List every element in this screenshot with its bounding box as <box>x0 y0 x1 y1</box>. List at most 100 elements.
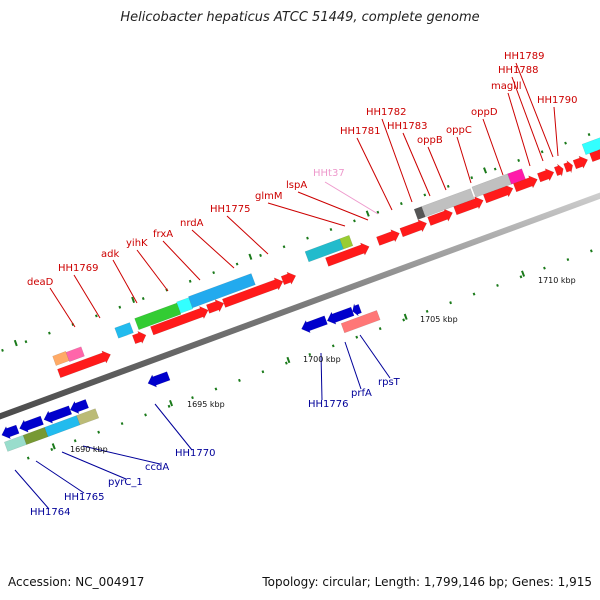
feature-khaki <box>76 408 100 426</box>
tick-mark <box>402 318 406 322</box>
leader-line <box>320 352 323 401</box>
gene-arrow-prfA <box>326 306 355 325</box>
gene-label-HH1782: HH1782 <box>366 107 407 118</box>
gene-arrow-HH1775 <box>280 271 297 286</box>
feature-blue-light <box>188 273 256 309</box>
gene-label-glmM: glmM <box>255 191 283 202</box>
gene-label-maglll: maglll <box>491 81 522 92</box>
tick-mark <box>73 439 77 443</box>
gene-label-oppC: oppC <box>446 125 472 136</box>
gene-label-HH1770: HH1770 <box>175 448 216 459</box>
tick-mark <box>48 331 51 335</box>
leader-line <box>162 240 201 281</box>
feature-cyan-b <box>176 297 194 314</box>
gene-label-lspA: lspA <box>286 180 307 191</box>
gene-arrow-nrdA-b <box>221 277 284 308</box>
tick-mark <box>214 387 218 391</box>
tick-mark <box>120 422 124 426</box>
leader-line <box>507 92 531 167</box>
tick-mark <box>470 176 474 180</box>
tick-mark <box>169 399 174 407</box>
tick-mark <box>540 150 544 154</box>
tick-mark <box>564 141 567 145</box>
tick-mark <box>131 296 136 304</box>
tick-mark <box>493 167 497 171</box>
tick-mark <box>286 356 291 364</box>
leader-line <box>553 106 559 157</box>
leader-line <box>226 215 269 255</box>
leader-line <box>381 118 413 203</box>
gene-label-frxA: frxA <box>153 229 173 240</box>
feature-salmon <box>340 310 381 334</box>
tick-mark <box>50 447 54 451</box>
tick-mark <box>261 370 265 374</box>
genome-summary: Topology: circular; Length: 1,799,146 bp… <box>262 575 592 589</box>
tick-mark <box>306 236 309 240</box>
tick-mark <box>238 378 241 382</box>
tick-mark <box>353 219 356 223</box>
feature-cyan-a <box>114 322 134 339</box>
gene-arrow-HH1764 <box>1 424 20 440</box>
gene-arrow-HH1789 <box>572 155 589 170</box>
tick-mark <box>472 292 476 296</box>
gene-label-HH1776: HH1776 <box>308 399 349 410</box>
gene-arrow-HH1781 <box>399 219 428 238</box>
gene-arrow-pyrC_1 <box>43 405 73 424</box>
tick-mark <box>1 348 4 352</box>
leader-line <box>402 132 431 197</box>
tick-mark <box>248 253 253 260</box>
tick-mark <box>191 396 194 400</box>
reverse-gene-labels: HH1764 HH1765 pyrC_1 ccdA HH1770 HH1776 … <box>30 377 401 518</box>
gene-arrow-nrdA-a <box>205 299 225 314</box>
tick-marks <box>1 133 593 460</box>
tick-mark <box>425 309 429 313</box>
map-title: Helicobacter hepaticus ATCC 51449, compl… <box>120 10 480 25</box>
tick-mark <box>589 249 593 253</box>
kbp-label-1690: 1690 kbp <box>70 445 108 454</box>
gene-label-oppB: oppB <box>417 135 443 146</box>
gene-arrow-lspA <box>376 229 400 246</box>
gene-label-HH1788: HH1788 <box>498 65 539 76</box>
gene-arrow-oppC <box>512 175 538 193</box>
tick-mark <box>259 253 262 257</box>
gene-arrow-HH1770 <box>147 371 171 388</box>
tick-mark <box>235 262 239 266</box>
tick-mark <box>331 344 335 348</box>
tick-mark <box>51 443 56 450</box>
gene-label-prfA: prfA <box>351 388 372 399</box>
leader-line <box>511 76 544 162</box>
tick-mark <box>521 270 526 277</box>
gene-label-HH1775: HH1775 <box>210 204 251 215</box>
gene-label-HH1790: HH1790 <box>537 95 578 106</box>
gene-label-HH1769: HH1769 <box>58 263 99 274</box>
tick-mark <box>24 340 28 344</box>
gene-label-oppD: oppD <box>471 107 498 118</box>
leader-line <box>136 249 169 292</box>
leader-line <box>324 181 379 215</box>
gene-arrow-HH1776 <box>301 315 328 334</box>
feature-olive <box>339 234 354 250</box>
gene-label-deaD: deaD <box>27 277 54 288</box>
tick-mark <box>496 283 499 287</box>
accession-label: Accession: NC_004917 <box>8 575 145 589</box>
leader-line <box>49 287 76 328</box>
tick-mark <box>118 305 122 309</box>
gene-label-nrdA: nrdA <box>180 218 204 229</box>
leader-line <box>191 229 235 269</box>
tick-mark <box>355 335 359 339</box>
gene-arrow-HH1782 <box>427 208 453 226</box>
gene-label-yihK: yihK <box>126 238 148 249</box>
gene-label-HH1764: HH1764 <box>30 507 71 518</box>
tick-mark <box>188 279 192 283</box>
tick-mark <box>141 297 145 301</box>
forward-gene-labels: deaD HH1769 adk yihK frxA nrdA HH1775 gl… <box>27 51 578 288</box>
tick-mark <box>446 184 450 188</box>
tick-mark <box>517 158 521 162</box>
feature-magenta <box>507 168 526 185</box>
gene-label-adk: adk <box>101 249 119 260</box>
gene-label-HH1789: HH1789 <box>504 51 545 62</box>
leader-line <box>35 460 85 494</box>
gene-arrow-HH1765 <box>19 415 44 433</box>
tick-mark <box>587 133 591 137</box>
